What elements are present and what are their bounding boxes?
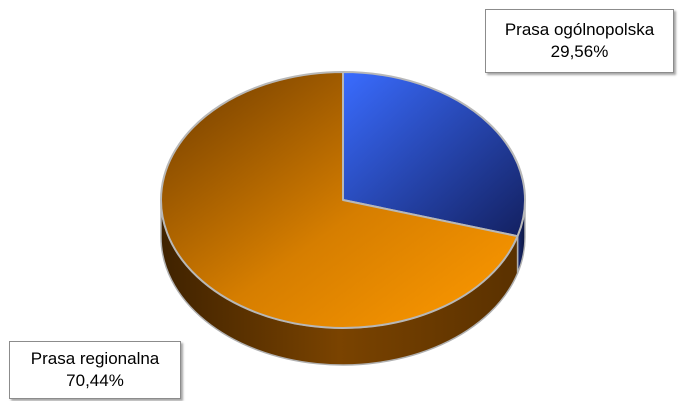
slice-label-value: 70,44% bbox=[66, 371, 124, 390]
slice-label-name: Prasa ogólnopolska bbox=[504, 20, 655, 39]
slice-label-prasa-ogolnopolska: Prasa ogólnopolska 29,56% bbox=[485, 9, 674, 73]
slice-prasa-regionalna bbox=[160, 71, 519, 329]
slice-label-name: Prasa regionalna bbox=[30, 349, 160, 368]
slice-label-prasa-regionalna: Prasa regionalna 70,44% bbox=[9, 341, 181, 399]
slice-prasa-ogolnopolska bbox=[342, 71, 526, 238]
slice-label-value: 29,56% bbox=[550, 42, 609, 61]
